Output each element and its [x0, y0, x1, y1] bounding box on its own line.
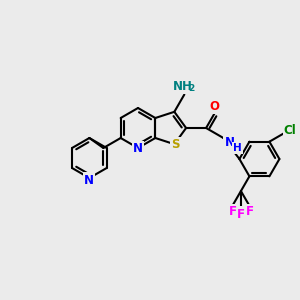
Text: NH: NH [172, 80, 192, 93]
Text: F: F [228, 205, 236, 218]
Text: 2: 2 [188, 84, 194, 93]
Text: N: N [84, 173, 94, 187]
Text: N: N [224, 136, 234, 149]
Text: S: S [171, 138, 180, 151]
Text: Cl: Cl [284, 124, 296, 137]
Text: O: O [210, 100, 220, 113]
Text: H: H [233, 143, 242, 153]
Text: F: F [237, 208, 245, 220]
Text: F: F [245, 205, 253, 218]
Text: N: N [133, 142, 143, 155]
